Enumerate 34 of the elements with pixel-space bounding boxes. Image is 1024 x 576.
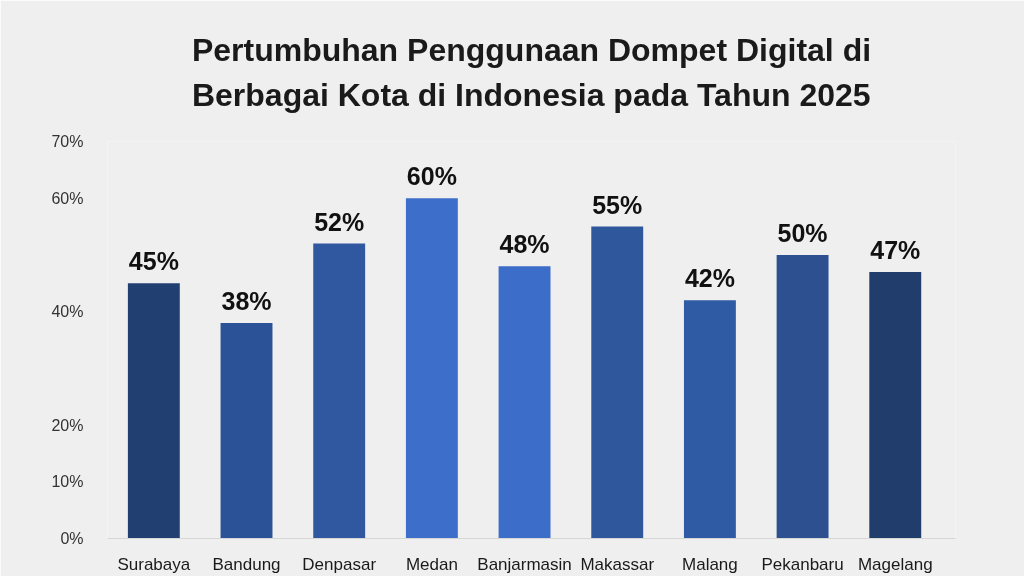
bar (498, 266, 551, 539)
x-tick-label: Pekanbaru (761, 554, 844, 574)
y-tick-label: 20% (51, 416, 84, 434)
data-label: 60% (406, 162, 457, 191)
data-label: 42% (684, 264, 735, 293)
x-tick-label: Bandung (212, 554, 281, 574)
data-label: 38% (221, 286, 272, 315)
x-tick-label: Banjarmasin (477, 554, 572, 574)
x-tick-label: Magelang (857, 554, 933, 574)
data-label: 50% (777, 218, 828, 247)
data-label: 48% (499, 230, 550, 259)
data-label: 55% (592, 190, 643, 219)
bar (127, 283, 180, 539)
data-label: 52% (314, 207, 365, 236)
bar (776, 254, 829, 539)
x-tick-label: Surabaya (117, 554, 191, 574)
x-tick-label: Denpasar (302, 554, 377, 574)
y-tick-label: 0% (60, 530, 84, 547)
y-tick-label: 10% (51, 473, 84, 491)
data-label: 45% (128, 247, 179, 276)
data-label: 47% (870, 235, 921, 264)
y-tick-label: 40% (51, 303, 84, 321)
y-tick-label: 70% (51, 133, 84, 150)
x-tick-label: Malang (682, 554, 738, 574)
bar (405, 198, 458, 539)
bar (683, 300, 736, 539)
x-tick-label: Medan (405, 554, 458, 574)
y-tick-label: 60% (51, 189, 84, 207)
chart-title: Pertumbuhan Penggunaan Dompet Digital di Berbagai Kota di Indonesia pada Tahun 2025 (191, 31, 872, 113)
bar (591, 226, 644, 539)
bar (869, 271, 922, 539)
bar (220, 322, 273, 539)
bar (313, 243, 366, 539)
x-tick-label: Makassar (580, 554, 655, 574)
